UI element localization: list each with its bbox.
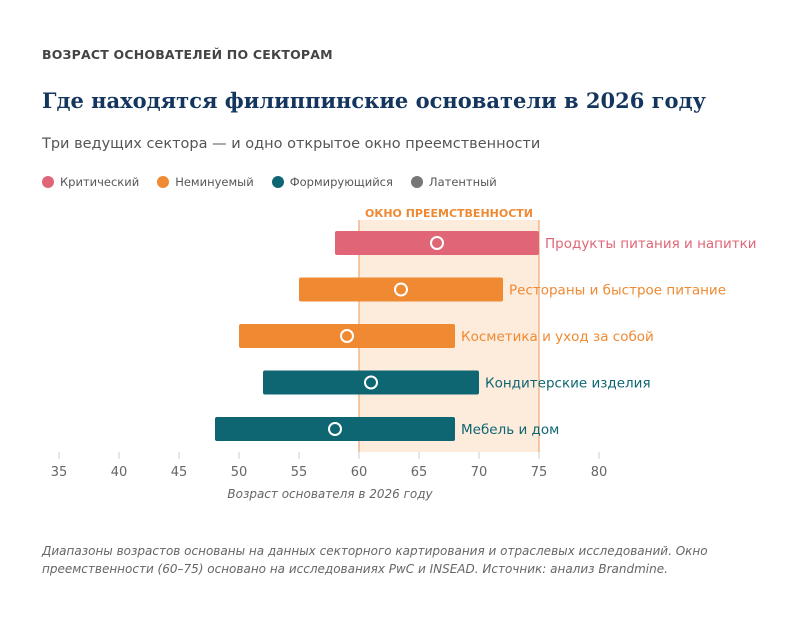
footnote: Диапазоны возрастов основаны на данных с…	[42, 544, 708, 576]
chart-subtitle: Три ведущих сектора — и одно открытое ок…	[42, 136, 541, 152]
range-bar	[239, 324, 455, 348]
x-tick-label: 40	[111, 465, 128, 480]
legend-label: Неминуемый	[175, 175, 254, 189]
legend-item-imminent: Неминуемый	[157, 175, 254, 189]
x-tick-label: 45	[171, 465, 188, 480]
legend-swatch	[410, 176, 423, 188]
range-bar	[299, 277, 503, 302]
x-tick-label: 65	[411, 465, 428, 480]
median-marker	[394, 282, 408, 297]
chart-title: Где находятся филиппинские основатели в …	[42, 88, 707, 113]
x-axis-label: Возраст основателя в 2026 году	[227, 487, 433, 501]
legend: Критический Неминуемый Формирующийся Лат…	[42, 175, 497, 189]
median-marker	[328, 422, 342, 436]
legend-item-critical: Критический	[42, 175, 139, 189]
succession-window-label: ОКНО ПРЕЕМСТВЕННОСТИ	[365, 207, 533, 220]
sector-label: Мебель и дом	[461, 422, 559, 438]
x-tick-label: 80	[591, 465, 608, 480]
range-bar	[215, 417, 455, 441]
sector-label: Продукты питания и напитки	[545, 236, 757, 252]
x-tick-label: 60	[351, 465, 368, 480]
legend-item-latent: Латентный	[410, 175, 497, 189]
median-marker	[340, 329, 354, 343]
sector-label: Кондитерские изделия	[485, 376, 651, 392]
legend-label: Формирующийся	[289, 175, 393, 189]
x-tick-label: 35	[51, 465, 68, 480]
legend-label: Критический	[60, 175, 140, 189]
legend-item-emerging: Формирующийся	[271, 175, 393, 189]
legend-swatch	[157, 176, 170, 188]
legend-swatch	[271, 176, 284, 188]
legend-swatch	[42, 176, 54, 188]
x-tick-label: 55	[291, 465, 308, 480]
median-marker	[364, 375, 378, 390]
median-marker	[430, 236, 444, 250]
sector-label: Косметика и уход за собой	[461, 329, 654, 345]
kicker: ВОЗРАСТ ОСНОВАТЕЛЕЙ ПО СЕКТОРАМ	[42, 47, 333, 62]
x-tick-label: 75	[531, 465, 548, 480]
legend-label: Латентный	[428, 175, 497, 189]
x-tick-label: 50	[231, 465, 248, 480]
x-tick-label: 70	[471, 465, 488, 480]
sector-label: Рестораны и быстрое питание	[509, 283, 726, 299]
range-bar	[335, 231, 539, 255]
range-bar	[263, 370, 479, 395]
